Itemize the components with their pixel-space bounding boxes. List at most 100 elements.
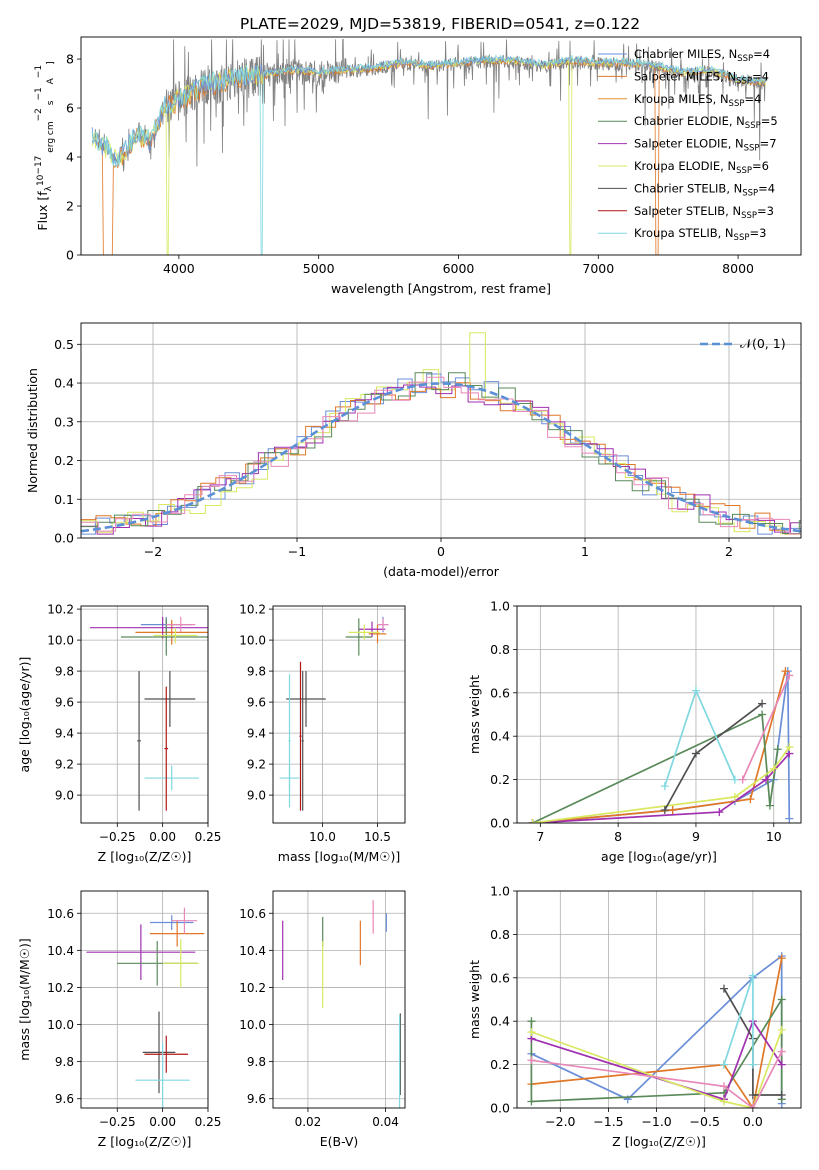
x-tick-label: 0.25 xyxy=(195,830,222,844)
chart-residuals: −2 −1 0 1 2 0.0 0.1 0.2 0.3 0.4 0.5 (data-model)/er… xyxy=(25,322,802,579)
legend-label: Salpeter MILES, NSSP=4 xyxy=(634,69,769,86)
axes-frame xyxy=(80,890,209,1109)
y-tick-label: 10.0 xyxy=(239,634,266,648)
plus-marker xyxy=(777,1047,786,1056)
x-tick-label: −1.0 xyxy=(641,1114,671,1129)
plus-marker xyxy=(719,1082,728,1091)
axes-frame xyxy=(80,605,209,824)
plus-marker xyxy=(748,1104,757,1108)
y-tick-label: 0.6 xyxy=(490,970,510,985)
weight-line xyxy=(723,975,754,1065)
y-tick-label: 9.2 xyxy=(247,758,266,772)
axes-frame xyxy=(516,605,802,824)
plus-marker xyxy=(527,1017,536,1026)
x-tick-label: 9 xyxy=(692,829,700,844)
plus-marker xyxy=(748,971,757,980)
y-tick-label: 10.6 xyxy=(47,907,74,921)
plus-marker xyxy=(527,1097,536,1106)
plot-area xyxy=(90,616,208,811)
plus-marker xyxy=(746,795,755,804)
plus-marker xyxy=(781,667,790,676)
y-tick-label: 9.6 xyxy=(55,1092,74,1106)
y-tick-label: 4 xyxy=(66,150,74,165)
plus-marker xyxy=(738,775,747,784)
weight-line xyxy=(532,713,779,823)
y-tick-label: 6 xyxy=(66,101,74,116)
y-axis-label: Normed distribution xyxy=(25,368,40,493)
normal-curve xyxy=(81,382,801,533)
y-tick-label: 0.6 xyxy=(490,685,510,700)
plus-marker xyxy=(660,805,669,814)
x-tick-label: 4000 xyxy=(163,261,195,276)
plus-marker xyxy=(748,1090,757,1099)
x-tick-label: 1 xyxy=(581,544,589,559)
y-tick-label: 9.0 xyxy=(55,789,74,803)
y-tick-label: 0.4 xyxy=(490,729,510,744)
y-tick-label: 10.0 xyxy=(47,1018,74,1032)
legend-label: Kroupa ELODIE, NSSP=6 xyxy=(634,159,769,176)
weight-line xyxy=(532,753,790,823)
y-tick-label: 10.4 xyxy=(239,944,266,958)
axes-frame xyxy=(80,36,802,256)
y-tick-label: 0.8 xyxy=(490,642,510,657)
plus-marker xyxy=(777,954,786,963)
legend-label: Chabrier STELIB, NSSP=4 xyxy=(634,181,775,198)
x-tick-label: 0.02 xyxy=(295,1115,322,1129)
axes-frame xyxy=(80,322,802,539)
plot-area xyxy=(282,900,401,1108)
plus-marker xyxy=(758,710,767,719)
x-tick-label: 0.04 xyxy=(372,1115,399,1129)
axes: 0.02 0.04 9.6 9.8 10.0 10.2 10.4 10.6 E(B-V) xyxy=(239,890,406,1149)
axes: −2.0 −1.5 −1.0 −0.5 0.0 0.0 0.2 0.4 0.6 0.8 1.0 Z [… xyxy=(467,884,802,1149)
plus-marker xyxy=(730,792,739,801)
plus-marker xyxy=(719,984,728,993)
y-tick-label: 9.0 xyxy=(247,789,266,803)
plus-marker xyxy=(527,1056,536,1065)
y-axis-label: mass weight xyxy=(467,960,482,1039)
histogram-step xyxy=(81,384,801,535)
plus-marker xyxy=(777,1025,786,1034)
y-tick-label: 0.1 xyxy=(54,492,74,507)
weight-line xyxy=(531,1029,783,1108)
histogram-step xyxy=(81,382,801,535)
plus-marker xyxy=(668,805,677,814)
y-tick-label: 9.4 xyxy=(55,727,74,741)
chart-mass_vs_EBV: 0.02 0.04 9.6 9.8 10.0 10.2 10.4 10.6 E(B-V) xyxy=(239,890,406,1149)
model-kroupa_stelib xyxy=(91,54,766,255)
plot-area xyxy=(528,667,794,823)
y-axis-label: mass [log₁₀(M/M☉)] xyxy=(17,938,32,1060)
y-tick-label: 1.0 xyxy=(490,884,510,899)
plot-area xyxy=(91,39,767,255)
x-tick-label: 6000 xyxy=(443,261,475,276)
axes: −0.25 0.00 0.25 9.6 9.8 10.0 10.2 10.4 10.6 Z [lo… xyxy=(17,890,221,1149)
legend-label: Kroupa MILES, NSSP=4 xyxy=(634,92,761,109)
plus-marker xyxy=(765,801,774,810)
plus-marker xyxy=(691,749,700,758)
weight-line xyxy=(741,675,791,780)
chart-spectrum: 4000 5000 6000 7000 8000 0 2 4 6 8 wavelength [Ang… xyxy=(34,36,802,296)
weight-line xyxy=(531,1019,783,1101)
plus-marker xyxy=(785,814,794,823)
x-axis-label: age [log₁₀(age/yr)] xyxy=(601,849,717,864)
y-tick-label: 0.5 xyxy=(54,337,74,352)
x-axis-label: Z [log₁₀(Z/Z☉)] xyxy=(98,849,192,864)
y-tick-label: 9.6 xyxy=(55,696,74,710)
x-tick-label: 2 xyxy=(725,544,733,559)
y-tick-label: 10.0 xyxy=(47,634,74,648)
x-tick-label: −2 xyxy=(144,544,162,559)
weight-line xyxy=(532,746,790,823)
axes-frame xyxy=(272,605,406,824)
y-tick-label: 9.4 xyxy=(247,727,266,741)
chart-weight_vs_Z: −2.0 −1.5 −1.0 −0.5 0.0 0.0 0.2 0.4 0.6 0.8 1.0 Z [… xyxy=(467,884,802,1149)
x-tick-label: 7000 xyxy=(582,261,614,276)
plus-marker xyxy=(773,745,782,754)
x-tick-label: 7 xyxy=(536,829,544,844)
y-tick-label: 9.8 xyxy=(55,665,74,679)
plus-marker xyxy=(777,1060,786,1069)
plus-marker xyxy=(715,808,724,817)
plot-area xyxy=(86,907,205,1108)
y-tick-label: 0.0 xyxy=(490,1101,510,1116)
x-tick-label: 8 xyxy=(614,829,622,844)
plus-marker xyxy=(785,743,794,752)
